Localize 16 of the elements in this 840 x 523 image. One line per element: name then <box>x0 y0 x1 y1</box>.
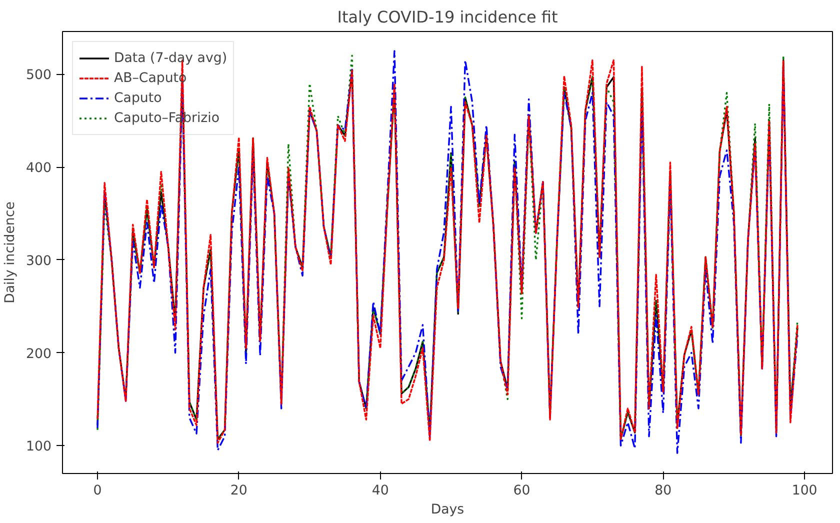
y-tick-label: 500 <box>26 68 52 84</box>
x-tick-label: 100 <box>792 484 818 498</box>
legend-label: Caputo <box>114 90 162 106</box>
y-tick-label: 100 <box>26 440 52 455</box>
x-axis-title: Days <box>430 502 464 518</box>
x-tick-label: 0 <box>93 484 102 498</box>
x-tick-label: 20 <box>230 484 248 498</box>
x-tick-label: 80 <box>654 484 672 498</box>
y-tick-label: 200 <box>26 346 52 362</box>
legend-label: Data (7-day avg) <box>114 50 228 66</box>
y-tick-label: 300 <box>26 254 52 269</box>
chart-title: Italy COVID-19 incidence fit <box>337 8 558 26</box>
x-tick-label: 60 <box>513 484 530 498</box>
y-tick-label: 400 <box>26 161 52 176</box>
y-axis-title: Daily incidence <box>3 202 18 304</box>
x-tick-label: 40 <box>372 484 389 498</box>
